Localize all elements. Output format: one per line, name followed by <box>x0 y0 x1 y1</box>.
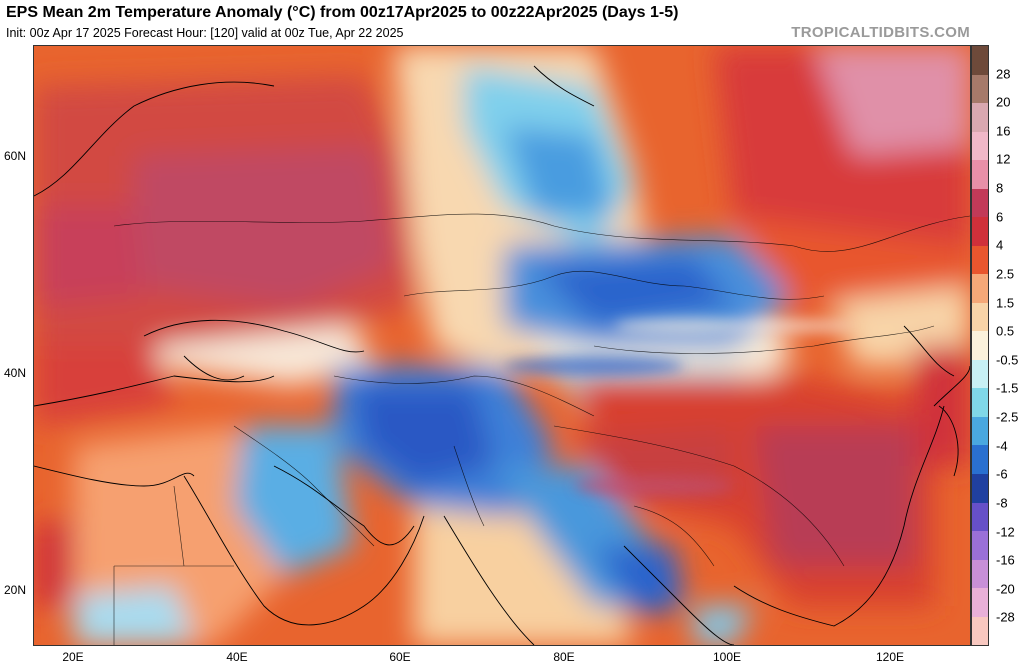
colorbar-swatch <box>972 274 988 303</box>
colorbar-label: -20 <box>996 581 1015 597</box>
colorbar <box>971 45 989 646</box>
lat-label-40n: 40N <box>4 366 27 380</box>
lon-label-40e: 40E <box>226 650 248 664</box>
colorbar-swatch <box>972 131 988 161</box>
colorbar-swatch <box>972 359 988 389</box>
colorbar-swatch <box>972 559 988 589</box>
colorbar-label: 12 <box>996 151 1011 167</box>
colorbar-swatch <box>972 245 988 275</box>
map-title: EPS Mean 2m Temperature Anomaly (°C) fro… <box>6 4 679 21</box>
colorbar-swatch <box>972 188 988 218</box>
colorbar-swatch <box>972 531 988 560</box>
lon-label-120e: 120E <box>875 650 905 664</box>
colorbar-label: -6 <box>996 466 1008 482</box>
colorbar-label: -28 <box>996 609 1015 625</box>
colorbar-label: 4 <box>996 237 1004 253</box>
map-subtitle: Init: 00z Apr 17 2025 Forecast Hour: [12… <box>6 26 404 40</box>
colorbar-label: -0.5 <box>996 352 1019 368</box>
lon-label-60e: 60E <box>389 650 411 664</box>
lon-label-20e: 20E <box>62 650 84 664</box>
colorbar-label: 2.5 <box>996 266 1015 282</box>
colorbar-swatch <box>972 160 988 189</box>
colorbar-swatch <box>972 302 988 332</box>
colorbar-swatch <box>972 473 988 503</box>
colorbar-label: 28 <box>996 66 1011 82</box>
lon-label-80e: 80E <box>553 650 575 664</box>
brand-watermark: TROPICALTIDBITS.COM <box>791 24 970 41</box>
colorbar-swatch <box>972 416 988 446</box>
colorbar-swatch <box>972 103 988 132</box>
colorbar-label: 6 <box>996 209 1004 225</box>
colorbar-swatch <box>972 388 988 417</box>
colorbar-label: 1.5 <box>996 295 1015 311</box>
colorbar-label: -1.5 <box>996 380 1019 396</box>
colorbar-label: 20 <box>996 94 1011 110</box>
colorbar-swatch <box>972 616 988 646</box>
colorbar-label: 16 <box>996 123 1011 139</box>
colorbar-label: -12 <box>996 524 1015 540</box>
colorbar-label: -4 <box>996 438 1008 454</box>
lat-label-60n: 60N <box>4 149 27 163</box>
colorbar-swatch <box>972 74 988 104</box>
coastlines <box>34 65 970 645</box>
colorbar-label: -8 <box>996 495 1008 511</box>
colorbar-swatch <box>972 217 988 246</box>
colorbar-label: -2.5 <box>996 409 1019 425</box>
country-borders <box>113 213 970 645</box>
colorbar-label: 0.5 <box>996 323 1015 339</box>
colorbar-swatch <box>972 331 988 360</box>
colorbar-label: -16 <box>996 552 1015 568</box>
colorbar-swatch <box>972 502 988 532</box>
lon-label-100e: 100E <box>712 650 742 664</box>
anomaly-field <box>34 46 970 645</box>
colorbar-swatch <box>972 445 988 474</box>
anomaly-map <box>33 45 971 646</box>
colorbar-label: 8 <box>996 180 1004 196</box>
colorbar-swatch <box>972 46 988 75</box>
colorbar-swatch <box>972 588 988 617</box>
lat-label-20n: 20N <box>4 583 27 597</box>
